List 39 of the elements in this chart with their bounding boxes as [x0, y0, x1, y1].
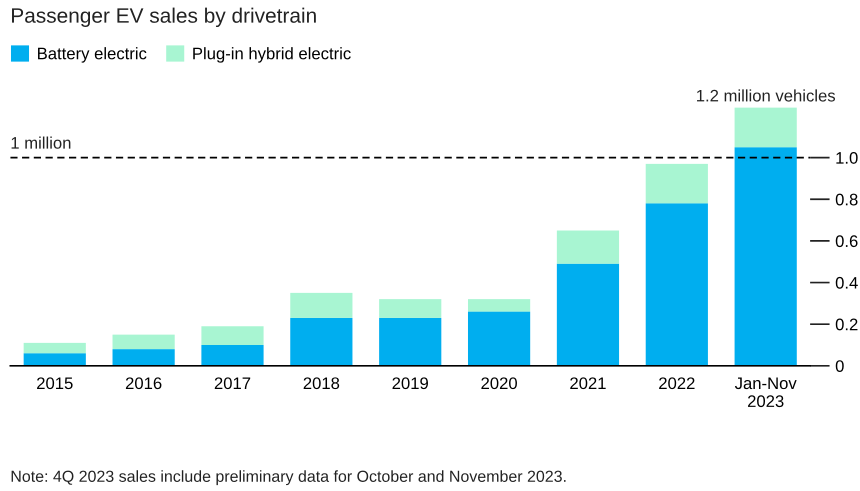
ref-line-label: 1 million: [12, 136, 70, 149]
y-tick-label: 0.2: [836, 318, 858, 330]
y-tick-label: 0: [836, 360, 844, 372]
chart-title: Passenger EV sales by drivetrain: [12, 8, 316, 28]
y-tick-label: 0.6: [836, 235, 858, 248]
bar: [379, 318, 442, 366]
bar: [734, 147, 797, 366]
x-tick-label: 2019: [392, 377, 428, 390]
y-tick-label: 0.4: [836, 276, 858, 289]
text: Note: 4Q 2023 sales include preliminary data for October and November 2023.: [12, 470, 566, 486]
bar: [290, 318, 352, 366]
x-tick-label: 2015: [37, 377, 73, 390]
bar: [24, 342, 86, 354]
bar: [734, 108, 797, 148]
legend-label: Plug-in hybrid electric: [193, 47, 351, 63]
bar: [468, 312, 530, 366]
bar: [379, 299, 442, 318]
bar: [556, 230, 620, 264]
bar: [112, 334, 175, 350]
x-tick-label: 2017: [214, 377, 250, 390]
y-tick-label: 0.8: [836, 194, 858, 206]
y-tick-label: 1.0: [836, 152, 858, 164]
x-tick-label: 2020: [481, 377, 517, 390]
bar: [556, 264, 620, 366]
annotation: 1.2 million vehicles: [697, 89, 836, 102]
legend-label: Battery electric: [38, 47, 146, 63]
bar: [112, 349, 175, 366]
bar: [24, 353, 86, 366]
x-tick-label: Jan-Nov 2023: [734, 378, 797, 408]
bar: [201, 326, 264, 345]
bar: [646, 203, 708, 366]
x-tick-label: 2016: [126, 377, 162, 390]
bar: [201, 344, 264, 366]
bar: [468, 299, 530, 312]
bar: [290, 292, 352, 318]
bar: [646, 164, 708, 204]
x-tick-label: 2018: [304, 377, 340, 390]
x-tick-label: 2021: [570, 377, 606, 390]
x-tick-label: 2022: [659, 377, 695, 390]
